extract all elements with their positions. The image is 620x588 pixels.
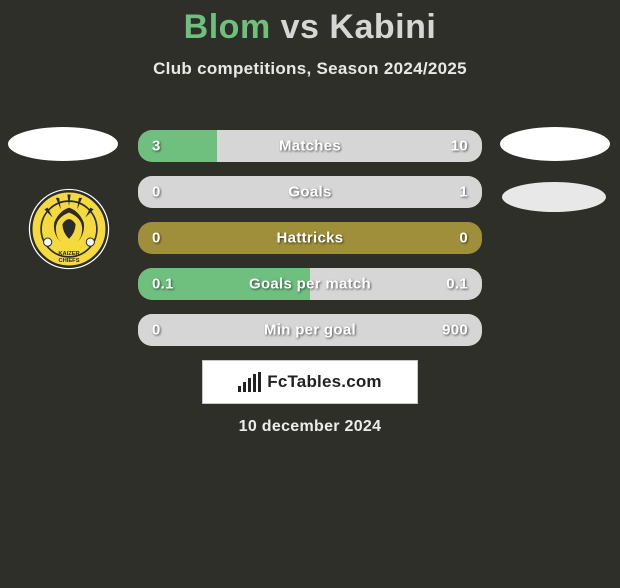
player1-name: Blom xyxy=(184,8,271,46)
stat-value-right: 1 xyxy=(459,184,468,201)
stat-value-right: 0 xyxy=(459,230,468,247)
stat-label: Goals per match xyxy=(249,276,371,293)
stat-label: Goals xyxy=(288,184,331,201)
stat-label: Hattricks xyxy=(277,230,344,247)
stat-value-right: 0.1 xyxy=(446,276,468,293)
stat-value-left: 0.1 xyxy=(152,276,174,293)
svg-text:KAIZER: KAIZER xyxy=(58,251,80,257)
stat-value-right: 900 xyxy=(442,322,468,339)
stat-value-left: 0 xyxy=(152,184,161,201)
stat-value-left: 0 xyxy=(152,230,161,247)
stat-row: 0 Goals 1 xyxy=(138,176,482,208)
stat-value-right: 10 xyxy=(451,138,468,155)
player2-name: Kabini xyxy=(329,8,436,46)
stat-value-left: 3 xyxy=(152,138,161,155)
svg-text:CHIEFS: CHIEFS xyxy=(58,258,79,264)
player1-avatar-placeholder xyxy=(8,127,118,161)
fctables-text: FcTables.com xyxy=(267,372,382,392)
stat-row: 0 Min per goal 900 xyxy=(138,314,482,346)
player2-avatar-placeholder xyxy=(500,127,610,161)
vs-text: vs xyxy=(281,8,320,46)
stat-row: 0.1 Goals per match 0.1 xyxy=(138,268,482,300)
player2-club-placeholder xyxy=(502,182,606,212)
comparison-title: Blom vs Kabini xyxy=(0,8,620,47)
stat-row: 0 Hattricks 0 xyxy=(138,222,482,254)
stat-label: Min per goal xyxy=(264,322,356,339)
stat-bar-right xyxy=(217,130,482,162)
logo-bars-icon xyxy=(238,372,261,392)
player1-club-logo: KAIZER CHIEFS xyxy=(28,188,110,270)
subtitle: Club competitions, Season 2024/2025 xyxy=(0,59,620,79)
fctables-logo: FcTables.com xyxy=(202,360,418,404)
stats-chart: 3 Matches 10 0 Goals 1 0 Hattricks 0 0.1… xyxy=(138,130,482,360)
stat-value-left: 0 xyxy=(152,322,161,339)
stat-row: 3 Matches 10 xyxy=(138,130,482,162)
date-text: 10 december 2024 xyxy=(0,418,620,436)
stat-bar-left xyxy=(138,130,217,162)
stat-label: Matches xyxy=(279,138,341,155)
